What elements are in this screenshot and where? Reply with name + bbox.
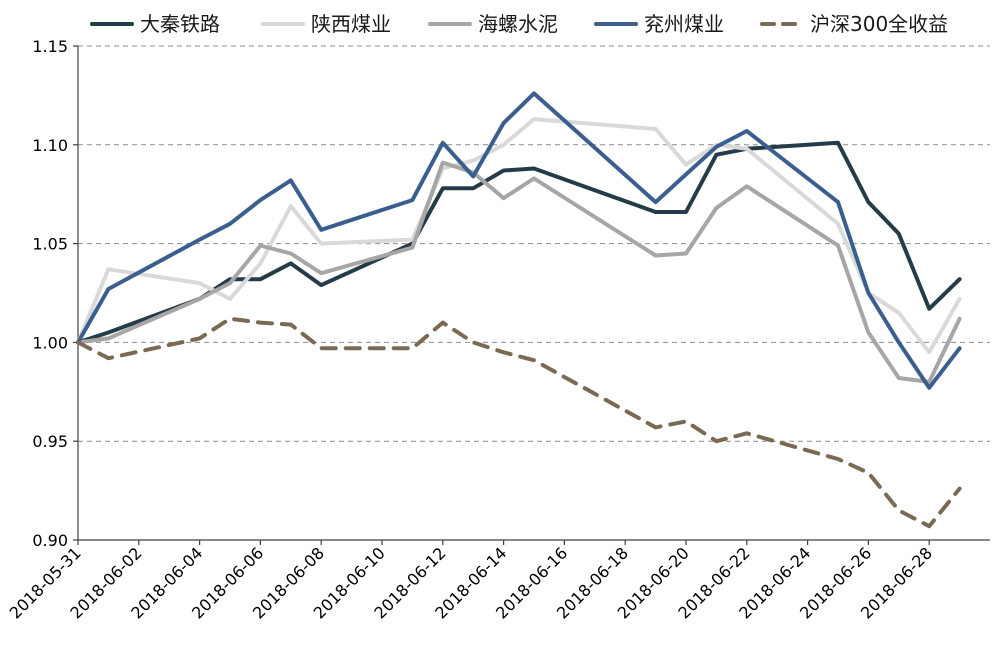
y-tick-label: 1.05 <box>32 235 68 254</box>
legend: 大秦铁路 陕西煤业 海螺水泥 兖州煤业 沪深300全收益 <box>90 12 948 36</box>
x-tick-labels: 2018-05-312018-06-022018-06-042018-06-06… <box>6 543 936 622</box>
y-tick-label: 1.00 <box>32 333 68 352</box>
legend-label-2: 海螺水泥 <box>478 12 558 36</box>
y-tick-label: 0.90 <box>32 531 68 550</box>
series-line-4 <box>76 316 962 529</box>
y-tick-labels: 0.90 0.95 1.00 1.05 1.10 1.15 <box>32 37 68 550</box>
series-line-1 <box>76 117 962 355</box>
legend-label-4: 沪深300全收益 <box>810 12 948 36</box>
y-tick-label: 1.10 <box>32 136 68 155</box>
series-lines <box>76 91 962 529</box>
legend-label-1: 陕西煤业 <box>311 12 391 36</box>
legend-label-3: 兖州煤业 <box>644 12 724 36</box>
series-line-0 <box>76 140 962 345</box>
series-line-2 <box>76 160 962 384</box>
legend-label-0: 大秦铁路 <box>140 12 220 36</box>
y-tick-label: 1.15 <box>32 37 68 56</box>
y-tick-label: 0.95 <box>32 432 68 451</box>
axes <box>73 45 990 545</box>
series-line-3 <box>76 91 962 390</box>
